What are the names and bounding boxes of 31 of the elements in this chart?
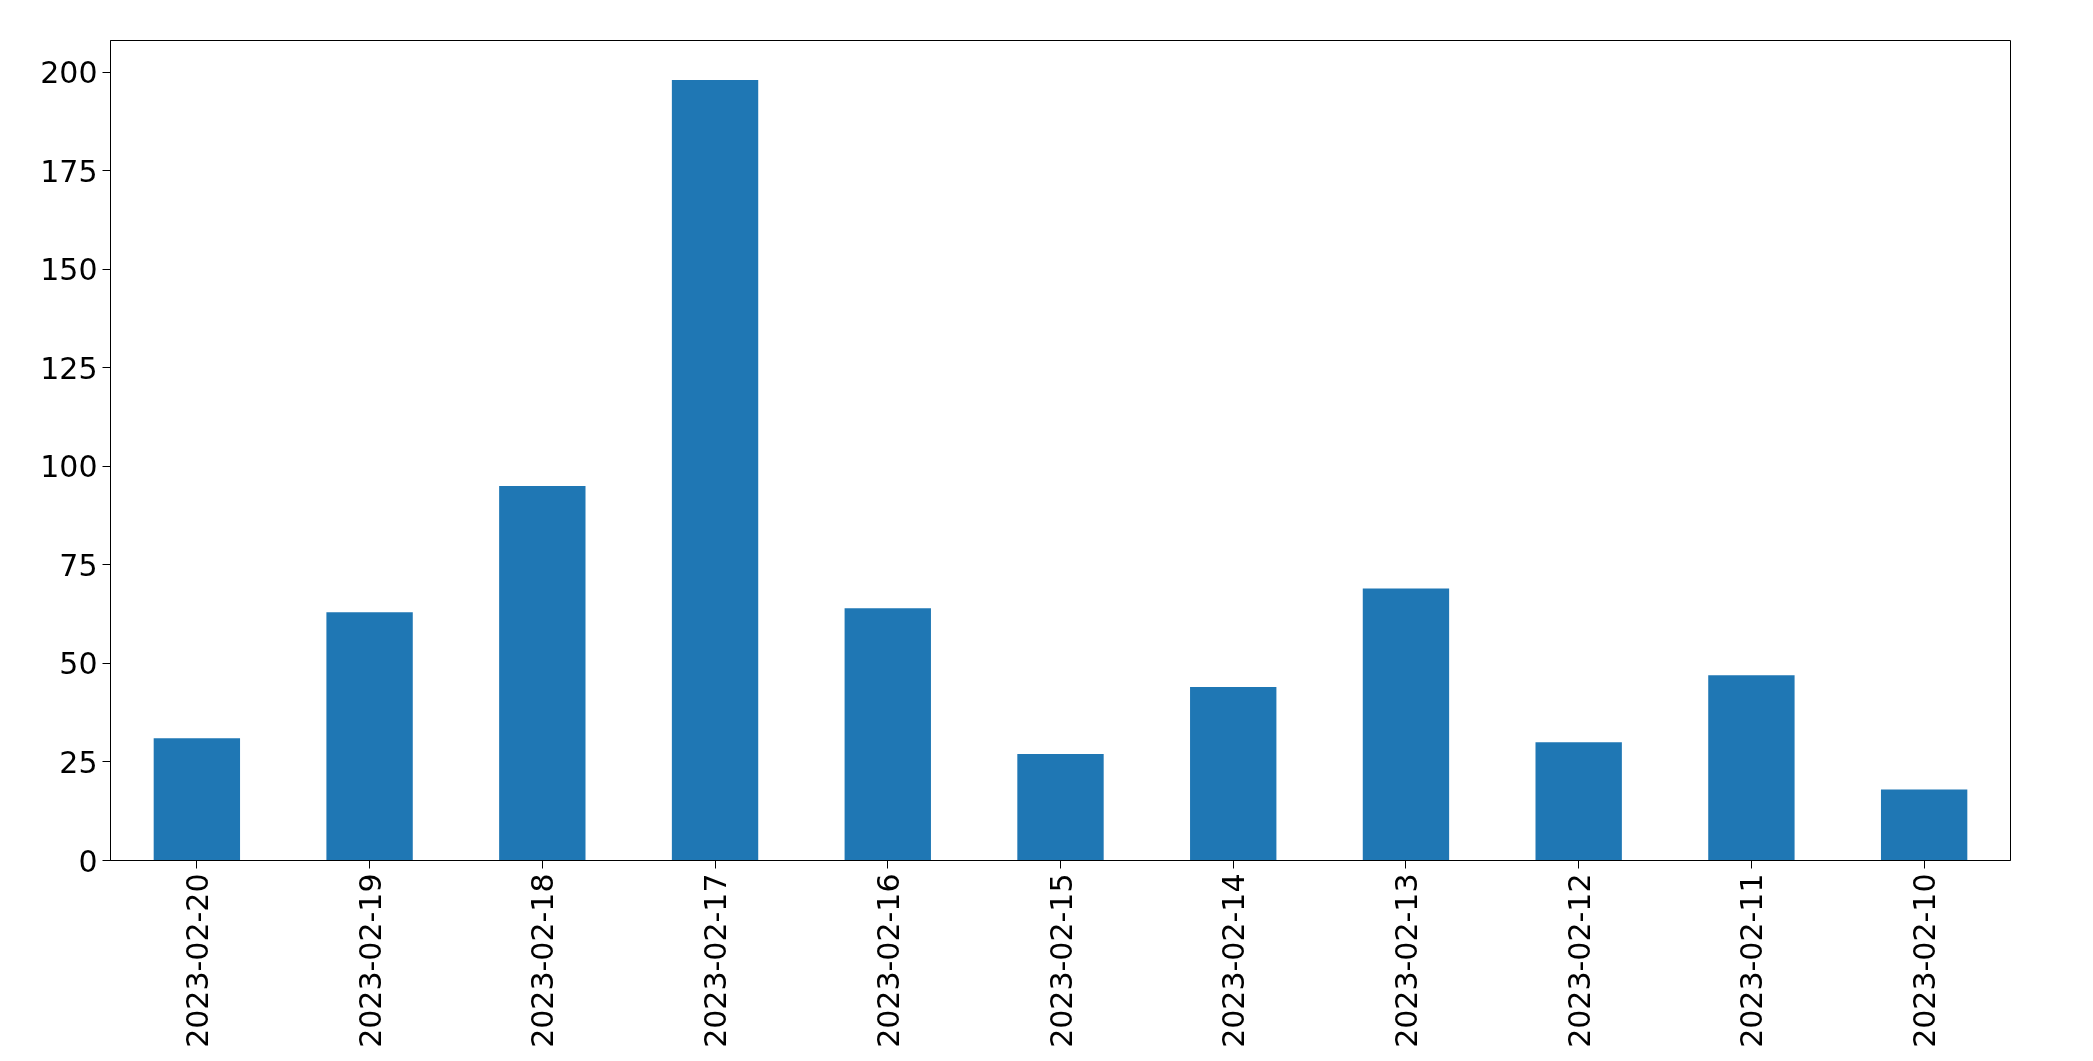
x-tick-label: 2023-02-19 [352, 873, 388, 1048]
x-tick-label: 2023-02-18 [525, 873, 561, 1048]
bar [326, 612, 413, 861]
y-tick-label: 175 [40, 153, 98, 189]
x-tick-label: 2023-02-12 [1561, 873, 1597, 1048]
y-tick-label: 50 [59, 646, 98, 682]
y-tick-label: 100 [40, 449, 98, 485]
x-tick-label: 2023-02-10 [1907, 873, 1943, 1048]
x-tick-label: 2023-02-14 [1216, 873, 1252, 1048]
bar [1362, 588, 1450, 861]
bar [1017, 754, 1104, 861]
y-tick-label: 0 [78, 843, 98, 879]
bar [1190, 687, 1277, 861]
x-tick-label: 2023-02-13 [1388, 873, 1424, 1048]
x-tick-label: 2023-02-15 [1043, 873, 1079, 1048]
bar [844, 608, 931, 861]
bar [671, 79, 759, 861]
x-tick-label: 2023-02-20 [179, 873, 215, 1048]
bar [1535, 742, 1622, 861]
bar [1708, 675, 1795, 861]
y-tick-label: 125 [40, 350, 98, 386]
bar [153, 738, 241, 861]
y-tick-label: 75 [59, 547, 98, 583]
x-tick-label: 2023-02-16 [870, 873, 906, 1048]
x-tick-label: 2023-02-17 [698, 873, 734, 1048]
y-tick-label: 150 [40, 252, 98, 288]
y-tick-label: 200 [40, 55, 98, 91]
x-tick-label: 2023-02-11 [1734, 873, 1770, 1048]
bar [499, 485, 586, 861]
bar [1880, 789, 1968, 861]
y-tick-label: 25 [59, 744, 98, 780]
